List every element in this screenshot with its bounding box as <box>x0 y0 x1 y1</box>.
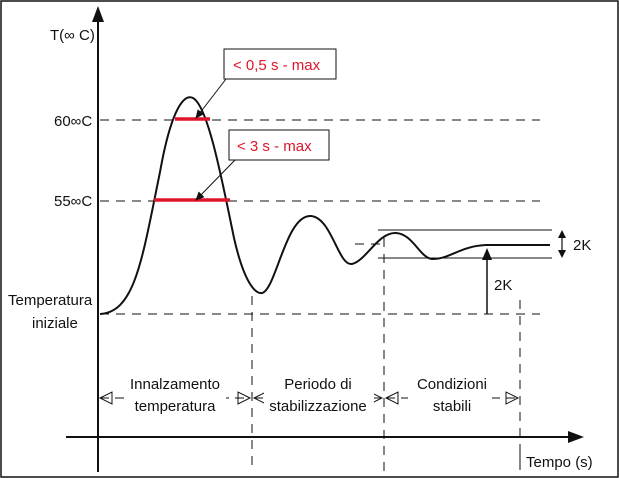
x-axis-label: Tempo (s) <box>526 454 593 471</box>
initial-temp-label-line1: Temperatura <box>8 292 93 309</box>
rise-callout-box <box>228 129 330 161</box>
y-tick-60: 60∞C <box>54 113 92 130</box>
phase1-end-marker <box>237 391 252 405</box>
band-arrow-up <box>558 230 566 238</box>
phase1-start-marker <box>98 391 113 405</box>
offset-label: 2K <box>494 277 512 294</box>
phase2-label-line2: stabilizzazione <box>269 398 367 415</box>
x-axis-arrow <box>568 431 584 443</box>
tolerance-band-label: 2K <box>573 237 591 254</box>
rise-callout-text: < 3 s - max <box>237 138 312 155</box>
phase2-label-line1: Periodo di <box>284 376 352 393</box>
phase1-label-line2: temperatura <box>135 398 217 415</box>
initial-temp-label-line2: iniziale <box>32 315 78 332</box>
phase1-label-line1: Innalzamento <box>130 376 220 393</box>
y-axis-label: T(∞ C) <box>50 27 95 44</box>
offset-arrow-head <box>482 248 492 260</box>
phase3-end-marker <box>505 391 520 405</box>
y-axis-arrow <box>92 6 104 22</box>
rise-callout-arrow <box>195 159 236 201</box>
peak-callout-text: < 0,5 s - max <box>233 57 321 74</box>
peak-callout-arrow <box>195 78 227 119</box>
phase3-label-line1: Condizioni <box>417 376 487 393</box>
band-arrow-down <box>558 250 566 258</box>
temperature-curve <box>99 96 550 315</box>
y-tick-55: 55∞C <box>54 193 92 210</box>
phase3-start-marker <box>384 391 399 405</box>
peak-callout-box <box>223 48 337 80</box>
phase3-label-line2: stabili <box>433 398 471 415</box>
